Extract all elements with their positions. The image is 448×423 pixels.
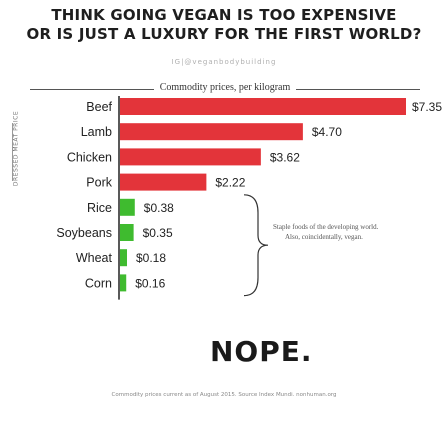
category-label: Chicken (67, 150, 112, 164)
meat-bracket-upper (12, 123, 18, 181)
category-label: Rice (87, 201, 112, 215)
bar-pork (120, 173, 207, 191)
category-label: Beef (86, 100, 112, 114)
instagram-handle: IG|@veganbodybuilding (171, 58, 277, 66)
value-label: $4.70 (312, 125, 342, 139)
staple-foods-brace (243, 194, 269, 297)
value-label: $2.22 (215, 176, 245, 190)
category-label: Lamb (81, 125, 112, 139)
category-label: Soybeans (56, 226, 112, 240)
value-label: $7.35 (412, 100, 442, 114)
bar-soybeans (120, 224, 134, 241)
bar-lamb (120, 123, 303, 141)
category-label: Corn (85, 276, 112, 290)
bar-beef (120, 98, 406, 115)
bar-corn (120, 274, 127, 292)
category-label: Wheat (76, 251, 113, 265)
value-label: $0.16 (135, 276, 165, 290)
headline-line-2: OR IS JUST A LUXURY FOR THE FIRST WORLD? (26, 25, 422, 43)
note-line-1: Staple foods of the developing world. (273, 223, 379, 231)
bar-rice (120, 198, 135, 216)
verdict-text: NOPE. (210, 335, 313, 368)
chart-title: Commodity prices, per kilogram (30, 82, 420, 93)
headline-line-1: THINK GOING VEGAN IS TOO EXPENSIVE (51, 6, 397, 24)
value-label: $3.62 (270, 150, 300, 164)
bar-chicken (120, 148, 261, 166)
source-footnote: Commodity prices current as of August 20… (111, 392, 337, 398)
bar-wheat (120, 249, 128, 267)
category-label: Pork (86, 176, 112, 190)
note-line-2: Also, coincidentally, vegan. (285, 233, 363, 241)
value-label: $0.18 (136, 251, 166, 265)
staple-foods-note: Staple foods of the developing world. Al… (273, 222, 433, 242)
value-label: $0.35 (143, 226, 173, 240)
chart-title-wrap: Commodity prices, per kilogram (30, 82, 420, 96)
value-label: $0.38 (144, 201, 174, 215)
